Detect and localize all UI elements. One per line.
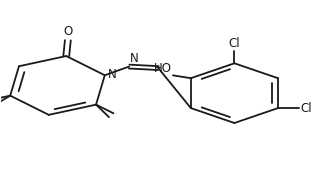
Text: HO: HO [154, 61, 172, 74]
Text: Cl: Cl [300, 102, 312, 115]
Text: N: N [107, 68, 116, 81]
Text: Cl: Cl [229, 37, 240, 50]
Text: N: N [130, 52, 139, 65]
Text: O: O [63, 25, 72, 38]
